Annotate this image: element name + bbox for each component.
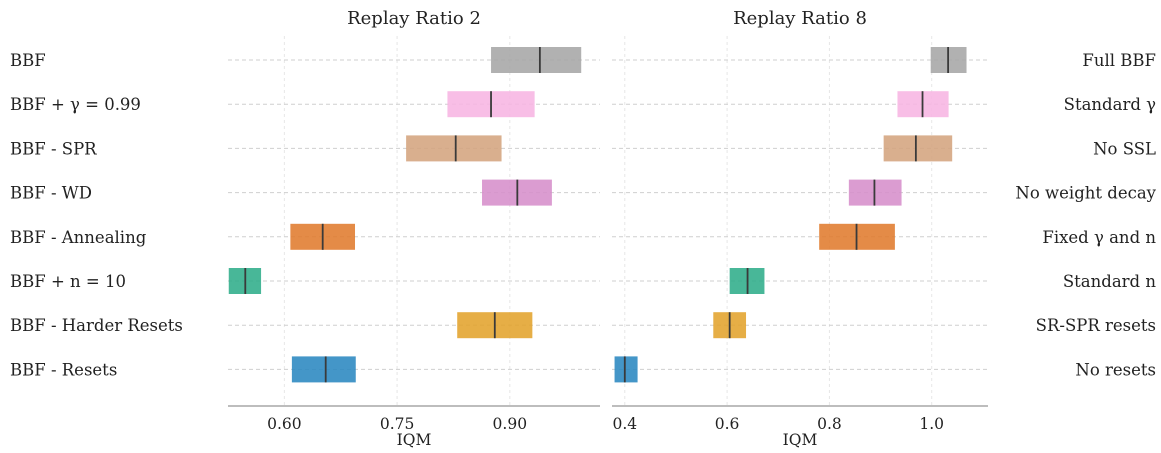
panel-title-replay-ratio-8: Replay Ratio 8 bbox=[733, 8, 867, 29]
x-tick-label-rr2-1: 0.75 bbox=[380, 415, 415, 433]
right-category-label-standard: Standard γ bbox=[1064, 95, 1156, 114]
left-category-label-bbf-0-99: BBF + γ = 0.99 bbox=[10, 95, 141, 114]
right-category-label-sr-spr-resets: SR-SPR resets bbox=[1036, 316, 1156, 335]
interval-bar-rr2-bbf bbox=[491, 47, 582, 73]
x-tick-label-rr2-0: 0.60 bbox=[267, 415, 302, 433]
x-tick-label-rr8-1: 0.6 bbox=[715, 415, 740, 433]
interval-bar-rr8-no-ssl bbox=[883, 135, 953, 162]
x-axis-title-replay-ratio-8: IQM bbox=[783, 431, 818, 449]
right-category-label-no-resets: No resets bbox=[1075, 360, 1156, 379]
interval-bar-rr8-no-resets bbox=[614, 356, 638, 383]
right-category-label-no-ssl: No SSL bbox=[1093, 139, 1156, 158]
left-category-label-bbf-harder-resets: BBF - Harder Resets bbox=[10, 316, 183, 335]
x-tick-label-rr8-3: 1.0 bbox=[919, 415, 944, 433]
x-tick-label-rr8-2: 0.8 bbox=[817, 415, 842, 433]
interval-bar-rr2-bbf-spr bbox=[406, 135, 502, 162]
panel-replay-ratio-2: 0.60 0.75 0.90 bbox=[228, 36, 600, 433]
right-category-labels: Full BBF Standard γ No SSL No weight decay F… bbox=[1015, 51, 1156, 379]
right-category-label-fixed-and-n: Fixed γ and n bbox=[1042, 228, 1156, 247]
right-category-label-full-bbf: Full BBF bbox=[1082, 51, 1156, 70]
left-category-label-bbf: BBF bbox=[10, 51, 46, 70]
interval-bar-rr2-bbf-resets bbox=[291, 356, 356, 383]
panel-replay-ratio-8: 0.4 0.6 0.8 1.0 bbox=[612, 36, 988, 433]
left-category-label-bbf-resets: BBF - Resets bbox=[10, 360, 117, 379]
left-category-label-bbf-wd: BBF - WD bbox=[10, 184, 92, 203]
right-category-label-standard-n: Standard n bbox=[1063, 272, 1156, 291]
left-category-label-bbf-spr: BBF - SPR bbox=[10, 139, 97, 158]
panel-title-replay-ratio-2: Replay Ratio 2 bbox=[347, 8, 481, 29]
x-axis-title-replay-ratio-2: IQM bbox=[397, 431, 432, 449]
left-category-label-bbf-annealing: BBF - Annealing bbox=[10, 228, 147, 247]
x-tick-label-rr8-0: 0.4 bbox=[612, 415, 637, 433]
x-tick-label-rr2-2: 0.90 bbox=[493, 415, 528, 433]
left-category-labels: BBF BBF + γ = 0.99 BBF - SPR BBF - WD BBF - … bbox=[10, 51, 183, 379]
left-category-label-bbf-n-10: BBF + n = 10 bbox=[10, 272, 126, 291]
right-category-label-no-weight-decay: No weight decay bbox=[1015, 184, 1156, 203]
